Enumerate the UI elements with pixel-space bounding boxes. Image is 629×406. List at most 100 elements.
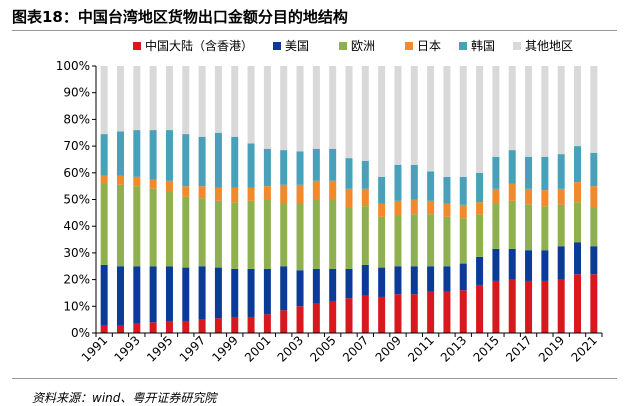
bar-segment	[263, 268, 271, 315]
bar-segment	[590, 207, 598, 247]
bar-segment	[231, 268, 239, 317]
bar-segment	[557, 279, 565, 333]
bar-segment	[492, 66, 500, 157]
bar-segment	[361, 188, 369, 207]
y-tick-label: 40%	[63, 219, 90, 233]
chart-legend: 中国大陆（含香港） 美国 欧洲 日本 韩国 其他地区	[133, 38, 573, 53]
bar-segment	[100, 134, 108, 176]
x-tick-label: 2001	[242, 333, 273, 364]
bar-segment	[574, 242, 582, 275]
bar-segment	[427, 66, 435, 172]
bar-segment	[427, 266, 435, 292]
x-tick-label: 2007	[340, 333, 371, 364]
x-tick-label: 1999	[209, 333, 240, 364]
title-bar: 图表18：中国台湾地区货物出口金额分目的地结构	[12, 4, 617, 31]
bar-segment	[312, 268, 320, 304]
bar-segment	[525, 188, 533, 205]
bar-segment	[165, 130, 173, 181]
bar-segment	[296, 270, 304, 307]
bar-segment	[459, 176, 467, 205]
bar-segment	[508, 183, 516, 201]
bar-segment	[410, 294, 418, 333]
bar-segment	[508, 66, 516, 151]
source-note: 资料来源：wind、粤开证券研究院	[32, 391, 217, 405]
bar-segment	[182, 267, 190, 321]
y-tick-label: 0%	[71, 326, 90, 340]
bar-segment	[198, 186, 206, 199]
bar-segment	[149, 66, 157, 131]
bar-segment	[590, 246, 598, 275]
bar-segment	[280, 203, 288, 267]
bar-segment	[345, 268, 353, 299]
bar-segment	[214, 318, 222, 333]
bar-segment	[476, 172, 484, 203]
legend-swatch	[133, 42, 141, 50]
bar-segment	[443, 66, 451, 177]
bar-segment	[361, 66, 369, 161]
bar-segment	[231, 316, 239, 333]
bar-segment	[361, 264, 369, 296]
bar-segment	[116, 324, 124, 333]
bar-segment	[198, 136, 206, 187]
bar-segment	[410, 66, 418, 165]
legend-label: 韩国	[471, 38, 495, 53]
bar-segment	[443, 266, 451, 292]
bar-segment	[133, 266, 141, 324]
bar-segment	[378, 66, 386, 177]
bar-segment	[394, 215, 402, 267]
bar-segment	[312, 180, 320, 200]
bar-segment	[410, 266, 418, 295]
bar-segment	[312, 66, 320, 149]
bar-segment	[116, 175, 124, 185]
bar-segment	[443, 291, 451, 333]
bar-segment	[133, 323, 141, 333]
bar-segment	[165, 320, 173, 333]
bar-segment	[312, 148, 320, 181]
bar-segment	[214, 66, 222, 133]
bar-segment	[231, 66, 239, 137]
bar-segment	[133, 186, 141, 267]
bar-segment	[345, 207, 353, 269]
bar-segment	[459, 263, 467, 291]
bar-segment	[182, 186, 190, 197]
bar-segment	[590, 66, 598, 153]
bar-segment	[263, 66, 271, 149]
bar-segment	[329, 300, 337, 333]
bar-segment	[525, 204, 533, 251]
bar-segment	[541, 280, 549, 333]
y-tick-label: 50%	[63, 193, 90, 207]
y-tick-label: 80%	[63, 112, 90, 126]
legend-swatch	[339, 42, 347, 50]
bar-segment	[247, 316, 255, 333]
bar-segment	[182, 66, 190, 135]
x-tick-label: 2011	[405, 333, 436, 364]
bar-segment	[378, 203, 386, 217]
bar-segment	[263, 314, 271, 333]
bar-segment	[541, 156, 549, 191]
legend-label: 其他地区	[525, 39, 573, 53]
bar-segment	[508, 279, 516, 333]
bar-segment	[345, 188, 353, 208]
bar-segment	[296, 184, 304, 204]
x-tick-label: 2021	[568, 333, 599, 364]
bar-segment	[280, 150, 288, 185]
bar-segment	[100, 66, 108, 135]
bar-segment	[476, 202, 484, 215]
bar-segment	[165, 266, 173, 321]
bar-segment	[394, 200, 402, 216]
bar-segment	[280, 266, 288, 311]
bar-segment	[394, 294, 402, 333]
bar-segment	[574, 274, 582, 333]
bar-segment	[263, 199, 271, 269]
bar-segment	[476, 256, 484, 285]
bar-segment	[459, 290, 467, 333]
bar-segment	[100, 324, 108, 333]
bar-segment	[198, 66, 206, 137]
bar-segment	[525, 250, 533, 281]
bar-segment	[247, 268, 255, 317]
bar-segment	[394, 66, 402, 165]
bar-segment	[557, 188, 565, 205]
bar-segment	[198, 198, 206, 267]
bar-segment	[361, 206, 369, 265]
bar-segment	[329, 148, 337, 181]
